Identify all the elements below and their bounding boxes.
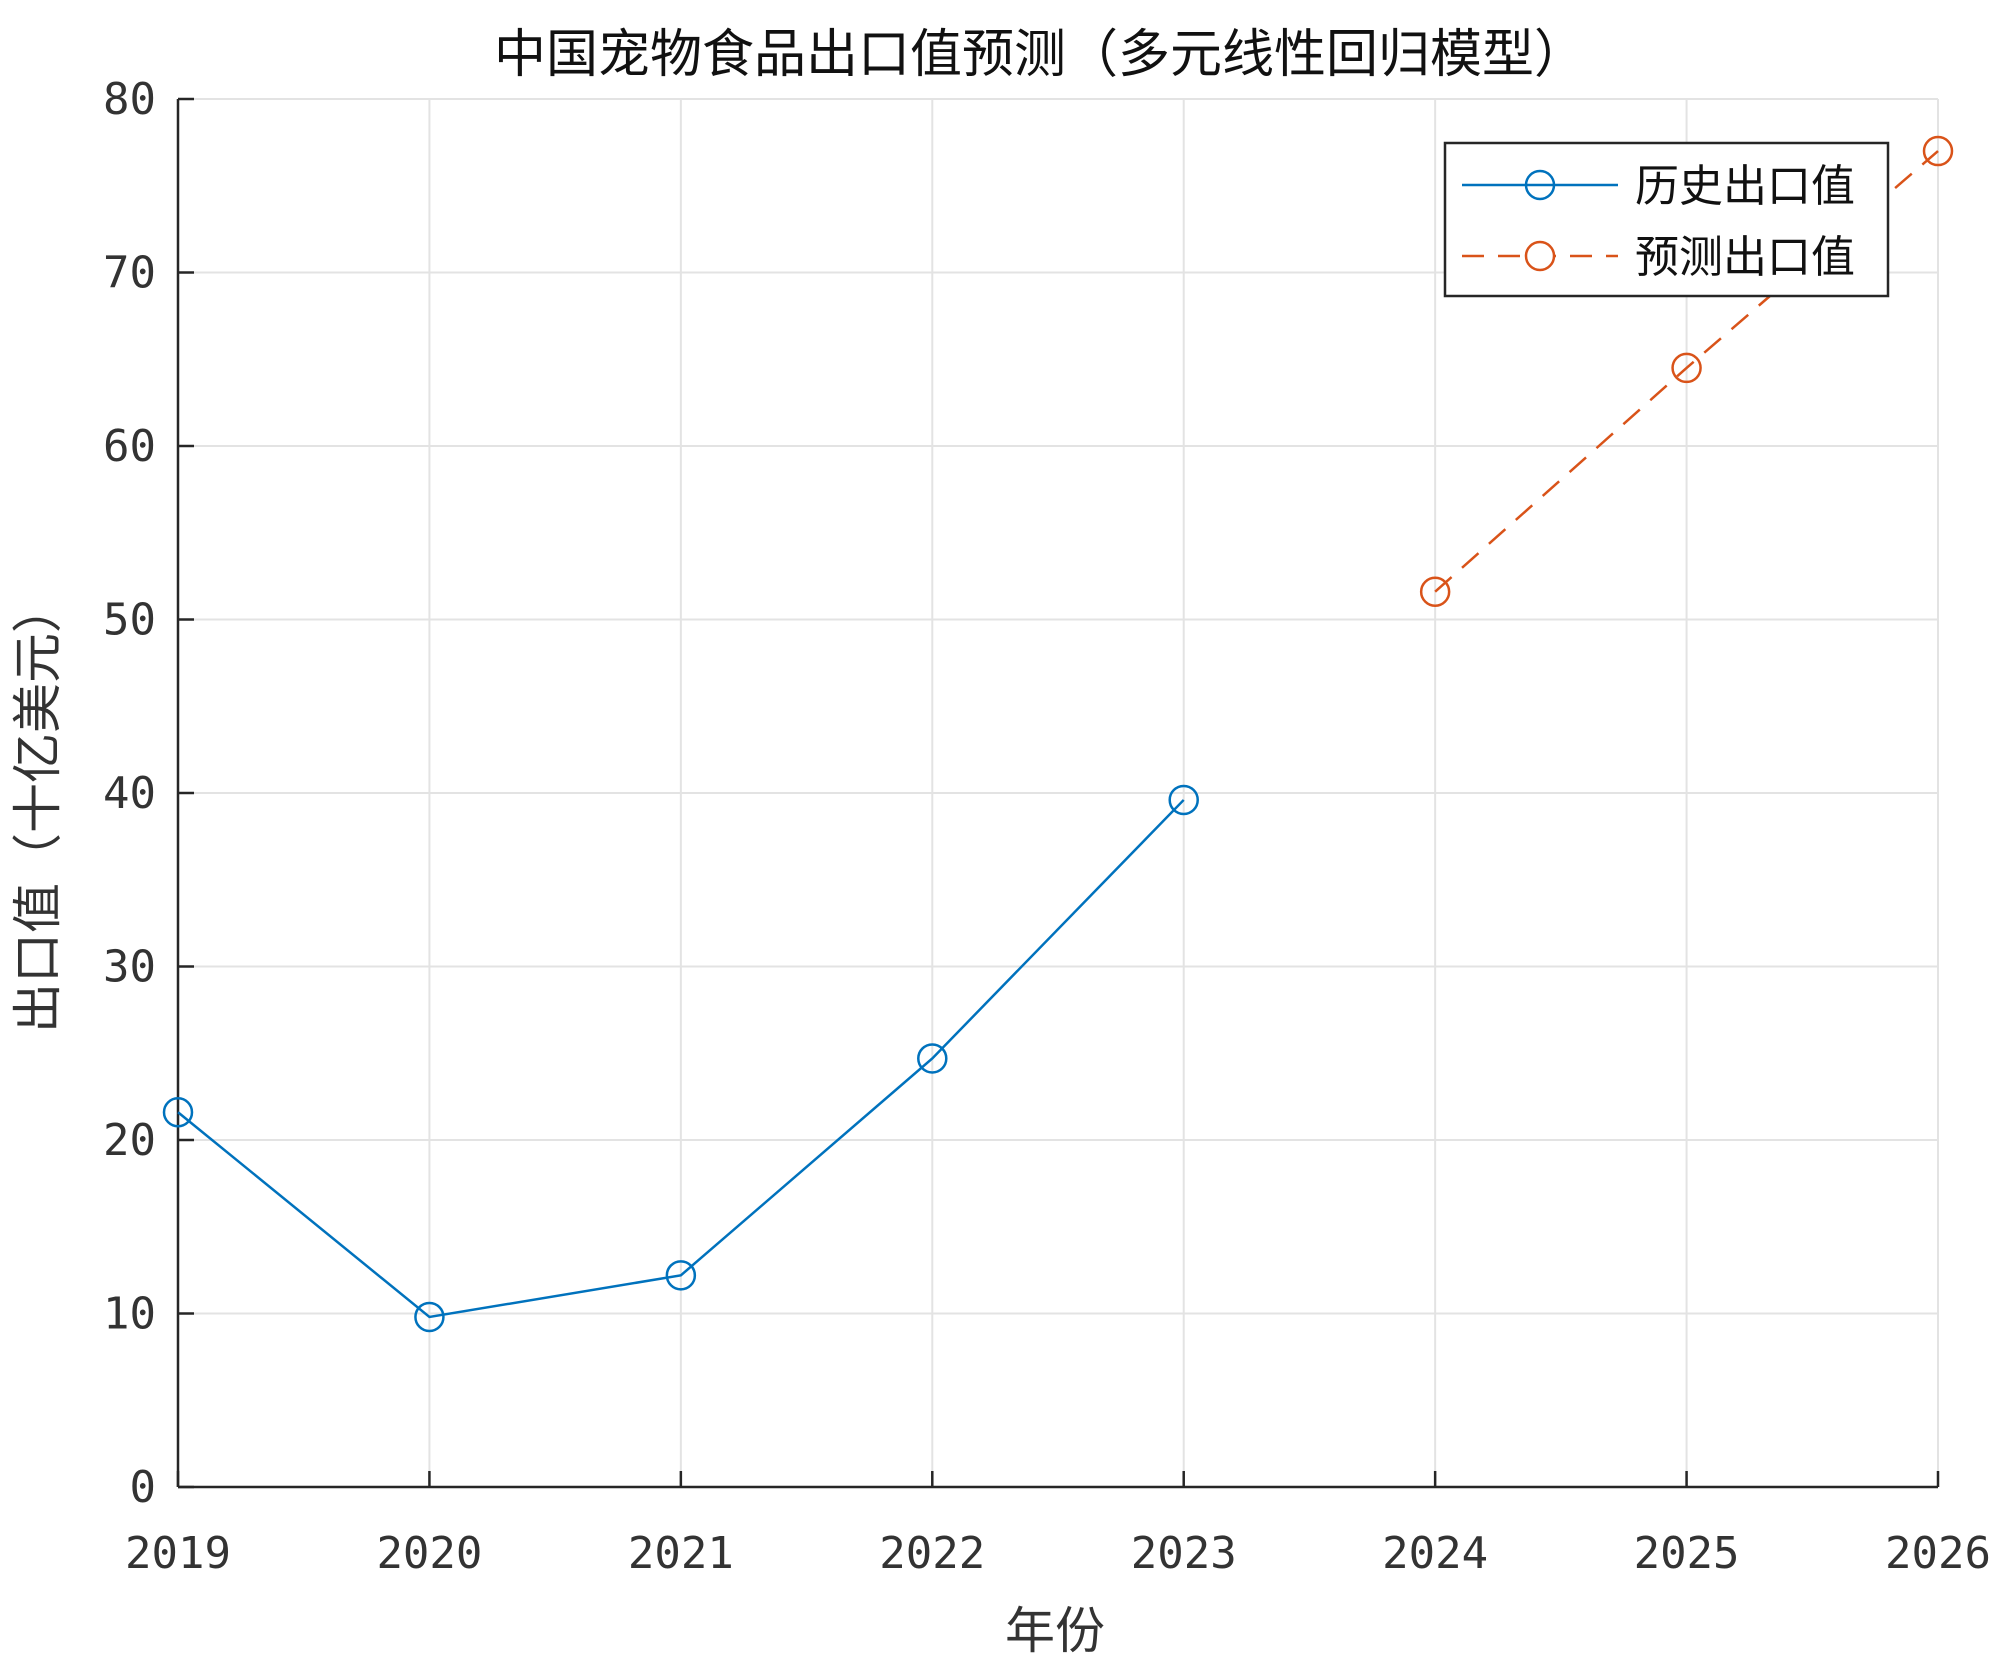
data-point-1-2025 xyxy=(1671,352,1702,384)
x-tick-label-2023: 2023 xyxy=(1131,1528,1237,1579)
y-tick-label-0: 0 xyxy=(130,1462,157,1513)
y-tick-label-70: 70 xyxy=(103,248,156,299)
y-tick-label-50: 50 xyxy=(103,595,156,646)
data-point-1-2024 xyxy=(1419,576,1451,607)
data-point-0-2022 xyxy=(917,1043,948,1074)
x-tick-label-2026: 2026 xyxy=(1885,1528,1991,1579)
legend-label-historical: 历史出口值 xyxy=(1635,161,1855,212)
y-tick-label-40: 40 xyxy=(103,768,156,819)
x-tick-label-2025: 2025 xyxy=(1634,1528,1740,1579)
axes xyxy=(176,97,1940,1489)
x-tick-label-2020: 2020 xyxy=(376,1528,482,1579)
data-point-0-2023 xyxy=(1168,784,1199,816)
data-point-0-2020 xyxy=(414,1301,445,1333)
y-tick-label-30: 30 xyxy=(103,942,156,993)
legend: 历史出口值 预测出口值 xyxy=(1443,141,1890,298)
tick-labels: 2019 2020 2021 2022 2023 2024 2025 2026 0 10 20 30 4… xyxy=(103,74,1991,1579)
x-tick-label-2024: 2024 xyxy=(1382,1528,1488,1579)
legend-marker-forecast xyxy=(1524,240,1556,272)
data-point-1-2026 xyxy=(1922,135,1954,167)
data-point-0-2021 xyxy=(665,1260,697,1291)
series-line-0 xyxy=(177,799,1185,1319)
x-axis-label: 年份 xyxy=(1005,1602,1105,1660)
legend-box xyxy=(1443,141,1890,298)
legend-label-forecast: 预测出口值 xyxy=(1635,232,1855,283)
legend-marker-historical xyxy=(1524,169,1556,201)
y-axis-label: 出口值（十亿美元） xyxy=(9,583,67,1033)
x-tick-label-2022: 2022 xyxy=(879,1528,985,1579)
y-tick-label-20: 20 xyxy=(103,1115,156,1166)
x-tick-label-2019: 2019 xyxy=(125,1528,231,1579)
data-point-0-2019 xyxy=(162,1096,194,1128)
y-tick-label-60: 60 xyxy=(103,421,156,472)
x-tick-label-2021: 2021 xyxy=(628,1528,734,1579)
y-tick-label-10: 10 xyxy=(103,1289,156,1340)
chart-title: 中国宠物食品出口值预测（多元线性回归模型） xyxy=(494,25,1586,85)
y-tick-label-80: 80 xyxy=(103,74,156,125)
series-0 xyxy=(162,784,1199,1333)
